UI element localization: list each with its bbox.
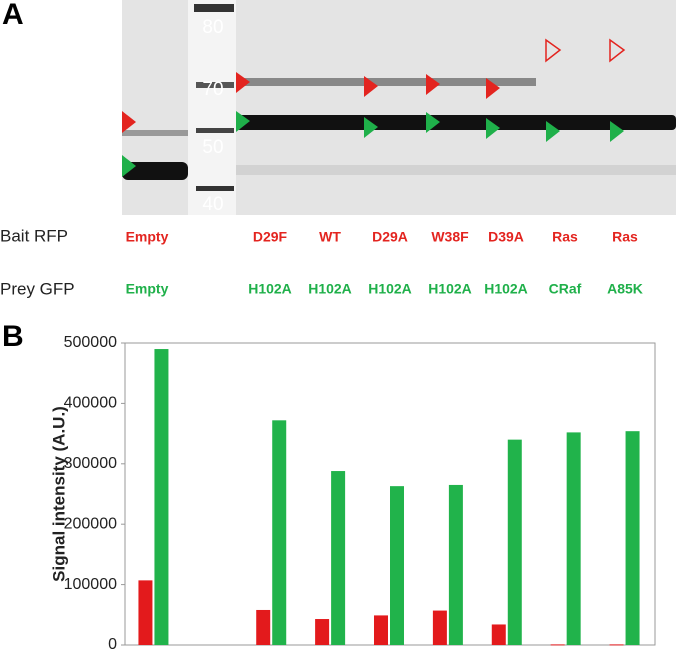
bait-label: D29A <box>372 229 408 245</box>
bar <box>154 349 169 645</box>
prey-label: H102A <box>428 281 472 297</box>
y-tick-label: 100000 <box>64 576 117 593</box>
y-tick-label: 300000 <box>64 455 117 472</box>
bar <box>272 420 287 645</box>
bar <box>315 619 330 645</box>
bar <box>390 486 404 645</box>
bait-label: D29F <box>253 229 288 245</box>
bar <box>550 644 565 646</box>
marker-label: 70 <box>202 79 223 100</box>
row-label: Bait RFP <box>0 226 68 245</box>
row-label: Prey GFP <box>0 279 75 298</box>
bait-label: Ras <box>552 229 578 245</box>
bait-label: W38F <box>431 229 469 245</box>
prey-label: H102A <box>368 281 412 297</box>
bait-label: Ras <box>612 229 638 245</box>
y-axis-label: Signal intensity (A.U.) <box>49 406 68 582</box>
prey-label: H102A <box>484 281 528 297</box>
prey-label: A85K <box>607 281 643 297</box>
marker-label: 80 <box>202 17 223 38</box>
bar <box>566 432 581 645</box>
prey-label: H102A <box>308 281 352 297</box>
bar <box>138 580 153 645</box>
bar <box>609 644 624 646</box>
bar <box>491 624 506 645</box>
bait-label: WT <box>319 229 341 245</box>
bait-label: Empty <box>126 229 169 245</box>
panel-label: A <box>2 0 24 31</box>
bait-label: D39A <box>488 229 524 245</box>
y-tick-label: 500000 <box>64 334 117 351</box>
bar <box>432 610 447 645</box>
bar <box>448 484 463 645</box>
blot <box>122 0 676 215</box>
prey-label: Empty <box>126 281 169 297</box>
y-tick-label: 0 <box>108 636 117 653</box>
bar <box>256 609 271 645</box>
panel-label: B <box>2 320 24 353</box>
prey-label: CRaf <box>549 281 582 297</box>
bar <box>331 471 346 645</box>
prey-label: H102A <box>248 281 292 297</box>
y-tick-label: 200000 <box>64 515 117 532</box>
marker-label: 50 <box>202 137 223 158</box>
marker-label: 40 <box>202 194 223 215</box>
y-tick-label: 400000 <box>64 395 117 412</box>
bar <box>374 615 388 645</box>
bar <box>507 439 522 645</box>
bar <box>625 431 640 645</box>
arrowheads <box>122 38 626 177</box>
